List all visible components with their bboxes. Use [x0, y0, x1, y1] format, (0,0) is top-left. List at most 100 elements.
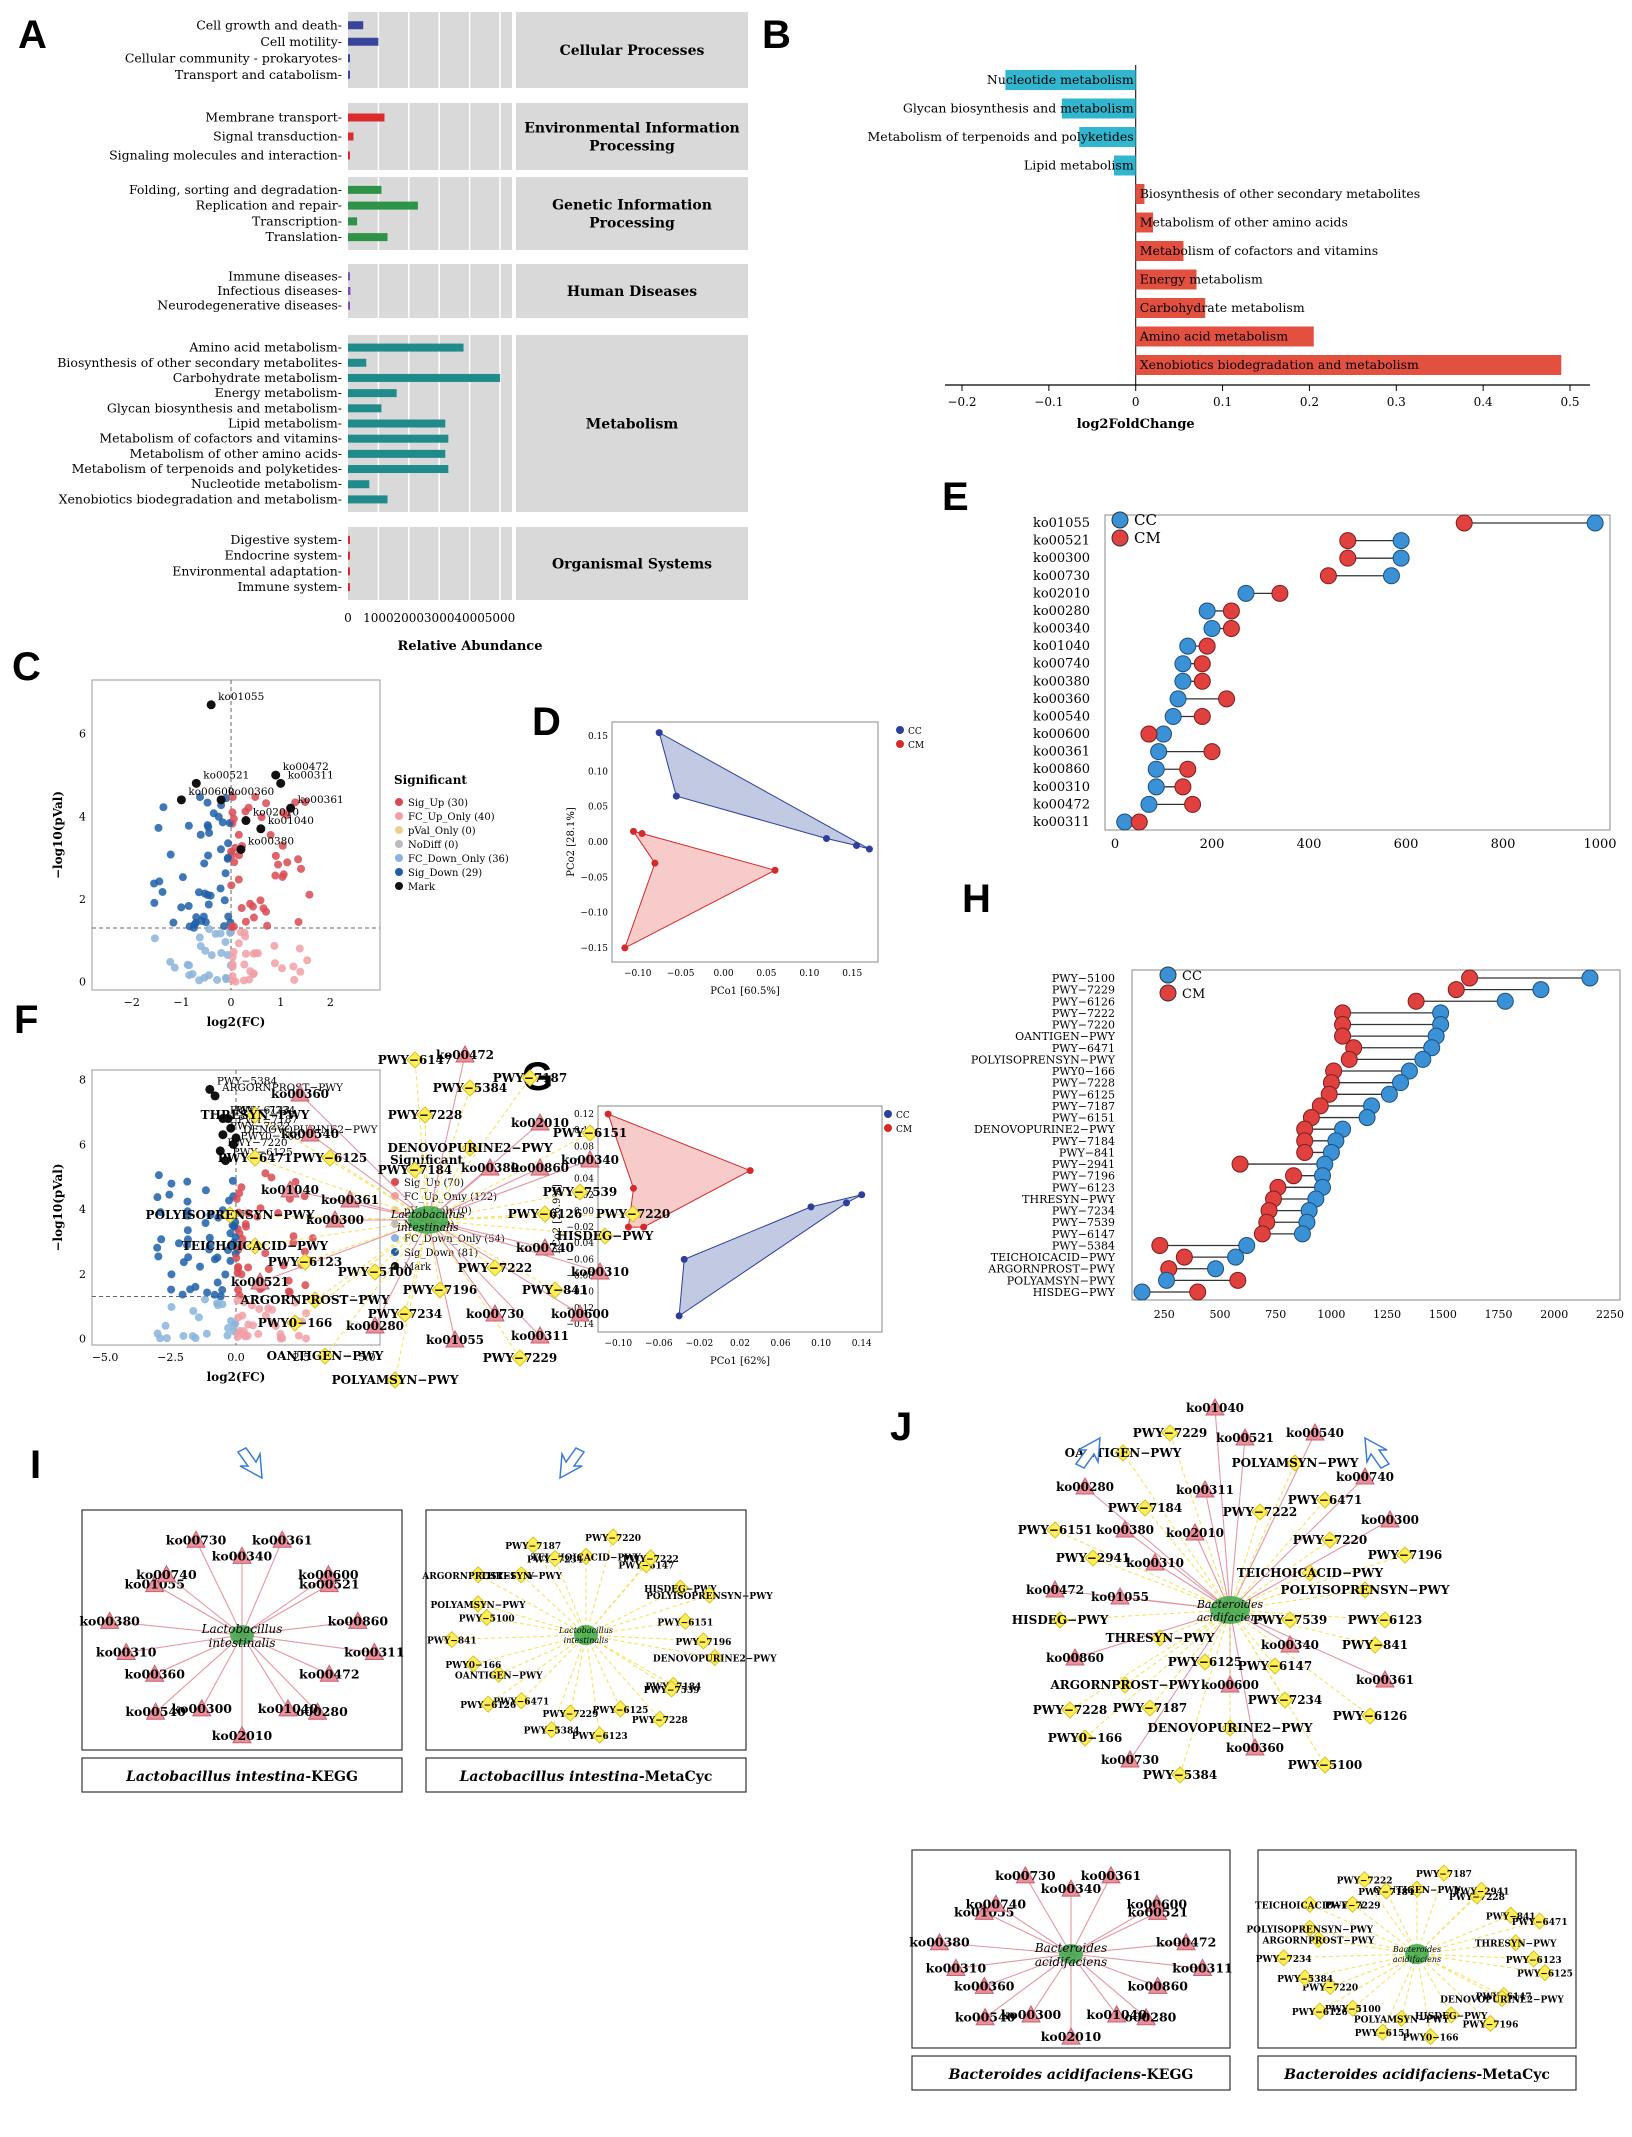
node-label: OANTIGEN−PWY: [267, 1349, 384, 1363]
point: [201, 1219, 210, 1228]
caption-box: [81, 1757, 403, 1793]
pathway-node: [1136, 1499, 1154, 1517]
pathway-node: [1051, 1611, 1069, 1629]
center-label: acidifaciens: [1197, 1611, 1264, 1624]
subnet-caption: Bacteroides acidifaciens-KEGG: [948, 2067, 1194, 2083]
category-label: PWY0−166: [1052, 1065, 1115, 1078]
cc-point: [1174, 672, 1192, 690]
edge: [585, 1620, 686, 1636]
cm-point: [1222, 620, 1240, 638]
point: [209, 809, 218, 818]
point: [179, 1331, 188, 1340]
edge: [1122, 1452, 1231, 1611]
subnet-caption: Bacteroides acidifaciens-MetaCyc: [1283, 2067, 1550, 2083]
node-label: ko00360: [124, 1666, 185, 1681]
cm-point: [1319, 567, 1337, 585]
ko-node: [191, 1698, 212, 1717]
node-label: PWY−841: [522, 1283, 588, 1297]
point: [161, 1321, 170, 1330]
point: [261, 1311, 270, 1320]
cm-point: [1311, 1097, 1329, 1115]
point: [255, 1305, 264, 1314]
x-tick-label: −0.02: [686, 1339, 714, 1349]
category-label: Amino acid metabolism-: [188, 340, 342, 355]
node-label: PWY−6126: [460, 1701, 516, 1711]
node-label: ko00310: [1126, 1556, 1184, 1570]
node-label: PWY−2941: [1453, 1887, 1509, 1897]
edge: [1179, 1609, 1231, 1776]
edge: [1024, 1875, 1072, 1955]
node-label: ko01040: [261, 1183, 319, 1197]
category-label: PWY−7187: [1052, 1100, 1115, 1113]
marked-point: [241, 816, 251, 826]
point: [291, 1177, 300, 1186]
ko-node: [975, 2007, 996, 2026]
group-strip: [516, 527, 748, 600]
x-tick-label: 1250: [1373, 1308, 1401, 1321]
x-tick-label: 0: [1132, 395, 1140, 409]
node-label: PWY−7184: [1358, 1888, 1414, 1898]
center-node: [1210, 1596, 1250, 1624]
edge: [1059, 1609, 1231, 1621]
point: [285, 1288, 294, 1297]
point: [302, 1309, 311, 1318]
ko-node: [319, 1664, 340, 1682]
point: [301, 1281, 310, 1290]
category-label: Metabolism of cofactors and vitamins-: [99, 431, 342, 446]
point: [201, 1295, 210, 1304]
node-label: ko00280: [287, 1704, 348, 1719]
point: [204, 971, 213, 980]
pathway-node: [651, 1710, 669, 1728]
node-label: PWY−7234: [368, 1307, 443, 1321]
pathway-node: [1481, 2014, 1500, 2033]
ko-node: [1015, 1865, 1036, 1884]
legend-swatch: [391, 1220, 399, 1228]
x-tick-label: 1000: [1583, 837, 1616, 852]
x-axis-title: PCo1 [60.5%]: [710, 986, 780, 997]
legend-label: Sig_Up (30): [408, 798, 468, 809]
center-label: Bacteroides: [1034, 1941, 1107, 1955]
node-label: PWY−6126: [1333, 1709, 1408, 1723]
marked-point: [286, 803, 296, 813]
edge: [1169, 1432, 1231, 1611]
pathway-node: [286, 1314, 304, 1332]
edge: [1416, 1953, 1546, 1974]
point: [222, 975, 231, 984]
node-label: ko00300: [306, 1213, 364, 1227]
point: [213, 1253, 222, 1262]
ko-node: [144, 1574, 165, 1593]
ko-node: [1120, 1749, 1140, 1768]
group-label: Human Diseases: [567, 284, 697, 300]
point: [227, 1316, 236, 1325]
group-strip: [516, 103, 748, 170]
edge: [585, 1594, 710, 1636]
pathway-node: [1366, 1636, 1384, 1654]
node-label: PWY−7196: [1462, 2020, 1518, 2030]
legend-label: Sig_Up (70): [404, 1178, 464, 1189]
node-label: ARGORNPROST−PWY: [1049, 1678, 1200, 1692]
node-label: PWY−6471: [218, 1151, 293, 1165]
cm-point: [1193, 707, 1211, 725]
node-label: THRESYN−PWY: [1475, 1940, 1557, 1950]
edge: [585, 1634, 661, 1720]
edge: [427, 1219, 546, 1249]
point: [256, 1204, 265, 1213]
edge: [473, 1634, 587, 1665]
category-label: Transport and catabolism-: [175, 67, 342, 82]
node-label: ko00521: [299, 1577, 360, 1592]
pathway-node: [1309, 1930, 1328, 1949]
edge: [241, 1620, 358, 1636]
y-tick-label: 0.15: [588, 732, 608, 742]
node-label: ko00310: [571, 1265, 629, 1279]
pathway-node: [396, 1305, 414, 1323]
pathway-node: [1472, 1881, 1491, 1900]
ko-node: [1305, 1422, 1325, 1441]
marked-point: [271, 770, 281, 780]
ko-node: [1061, 2027, 1081, 2045]
ko-node: [535, 1237, 555, 1256]
node-label: PWY−7187: [505, 1542, 561, 1552]
panel-label-e: E: [942, 475, 969, 519]
marked-point: [216, 795, 226, 805]
legend-swatch: [1159, 966, 1177, 984]
pathway-node: [489, 1665, 508, 1684]
